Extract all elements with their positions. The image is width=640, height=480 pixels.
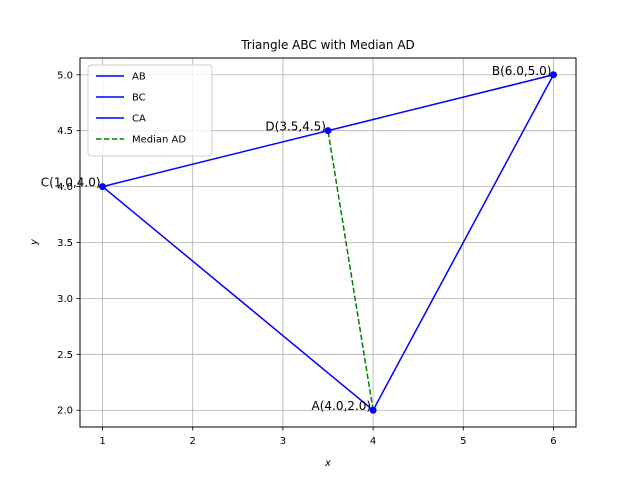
x-tick-label: 6 — [550, 436, 556, 447]
vertex-label-b: B(6.0,5.0) — [492, 64, 552, 78]
x-tick-label: 5 — [460, 436, 466, 447]
y-tick-label: 4.5 — [57, 126, 73, 137]
x-tick-label: 3 — [280, 436, 286, 447]
series-line-ab — [372, 74, 555, 411]
vertex-marker-d — [324, 127, 332, 135]
vertex-label-d: D(3.5,4.5) — [265, 120, 326, 134]
vertex-labels: A(4.0,2.0) B(6.0,5.0) C(1.0,4.0) D(3.5,4.5) — [41, 64, 552, 413]
y-axis-label: y — [29, 238, 40, 246]
vertex-marker-b — [549, 71, 557, 79]
series-line-median-ad — [327, 130, 374, 411]
x-tick-label: 2 — [190, 436, 196, 447]
y-tick-label: 3.0 — [57, 294, 73, 305]
legend-entry-label: Median AD — [132, 135, 186, 146]
x-tick-label: 1 — [99, 436, 105, 447]
legend-entry-label: CA — [132, 114, 146, 125]
chart-title: Triangle ABC with Median AD — [240, 38, 415, 52]
y-tick-label: 2.0 — [57, 406, 73, 417]
axis-ticks: 1 2 3 4 5 6 2.0 2.5 3.0 3.5 4.0 4.5 5.0 — [57, 70, 557, 447]
y-tick-label: 3.5 — [57, 238, 73, 249]
legend-box — [87, 64, 213, 157]
x-tick-label: 4 — [370, 436, 376, 447]
y-tick-label: 2.5 — [57, 350, 73, 361]
legend: AB BC CA Median AD — [87, 64, 213, 157]
legend-entry-label: AB — [132, 72, 146, 83]
x-axis-label: x — [324, 458, 331, 469]
legend-entry-label: BC — [132, 93, 146, 104]
y-tick-label: 5.0 — [57, 70, 73, 81]
vertex-marker-c — [99, 183, 107, 191]
series-line-ca — [102, 186, 374, 411]
y-tick-label: 4.0 — [57, 182, 73, 193]
vertex-marker-a — [369, 406, 377, 414]
vertex-label-a: A(4.0,2.0) — [312, 399, 372, 413]
vertex-markers — [99, 71, 557, 414]
vertex-label-c: C(1.0,4.0) — [41, 176, 101, 190]
